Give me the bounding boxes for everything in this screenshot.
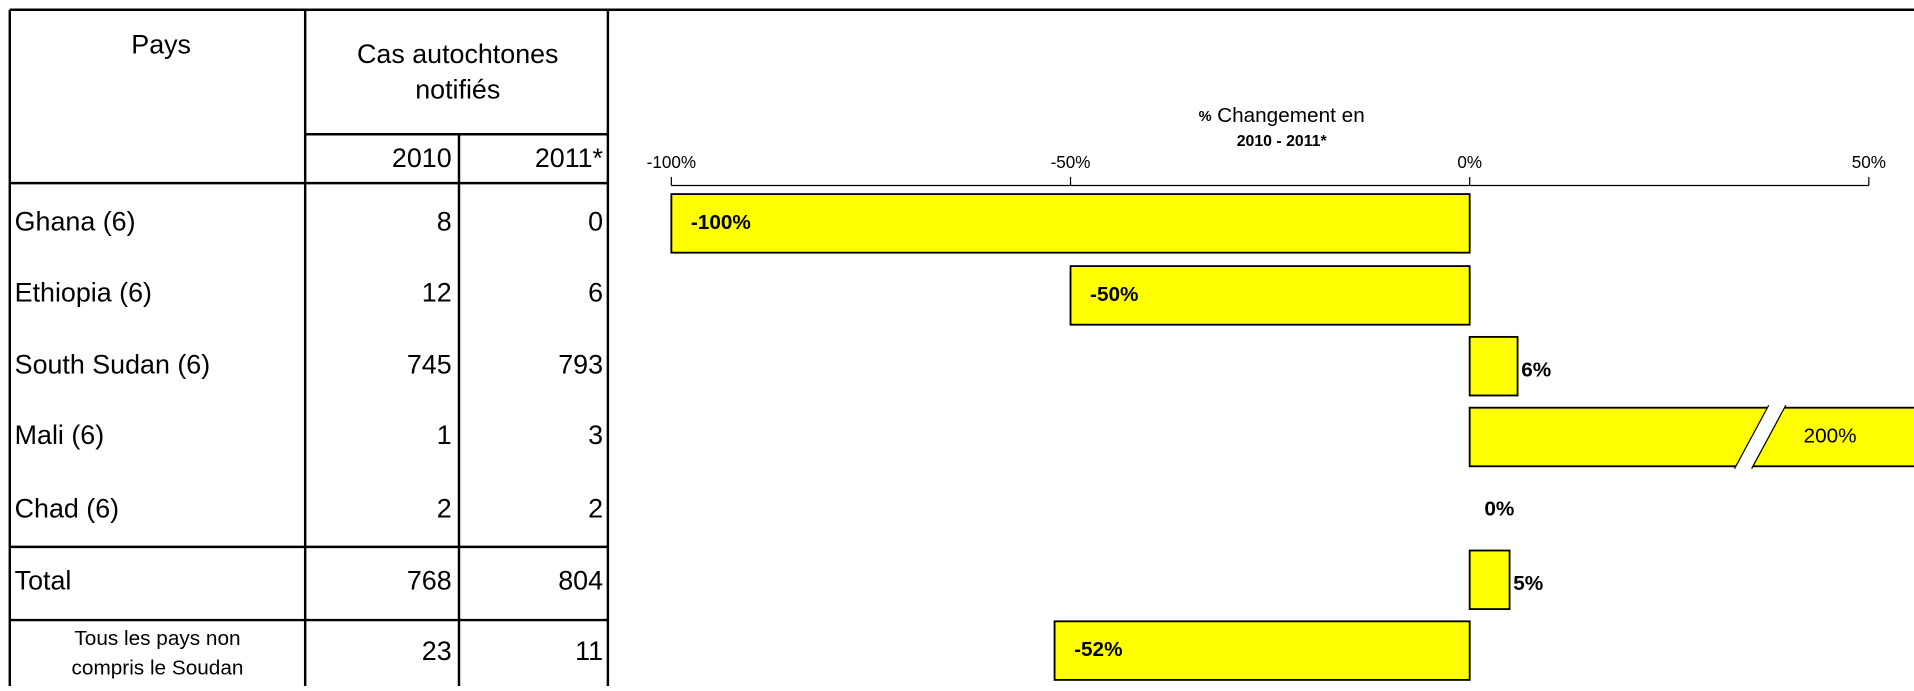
x-tick-label: 0% [1457,153,1482,172]
cell: 8 [437,206,452,236]
header: 2011* [535,143,604,173]
cell: 768 [407,565,452,595]
axis-break [1751,404,1787,470]
row-label: South Sudan (6) [15,349,211,379]
cell: 745 [407,349,452,379]
data-label: 5% [1513,572,1543,595]
data-label: 200% [1804,424,1857,447]
cell: 23 [422,636,452,666]
data-label: 6% [1521,359,1551,382]
chart-subtitle: 2010 - 2011* [1237,133,1328,150]
title-prefix: % [1199,109,1212,125]
x-tick-label: -50% [1051,153,1091,172]
row-label: Total [15,565,72,595]
data-label: 0% [1484,498,1514,521]
axis-break [1734,405,1786,469]
row-label: Chad (6) [15,493,119,523]
bar [1053,620,1471,681]
bar [1069,265,1471,326]
cell: 2 [588,493,603,523]
data-label: -52% [1074,638,1122,661]
cell: 12 [422,277,452,307]
axis-break [1734,404,1770,470]
cell: 11 [575,636,603,666]
table-frame [8,8,1914,686]
header: Cas autochtones [357,39,558,69]
data-label: -50% [1090,283,1138,306]
cell: 804 [558,565,603,595]
header: notifiés [415,75,500,105]
cell: 2 [437,493,452,523]
footer-label: compris le Soudan [72,656,244,679]
cell: 1 [437,420,452,450]
cell: 3 [588,420,603,450]
row-label: Ghana (6) [15,206,136,236]
x-tick-label: 50% [1852,153,1886,172]
title: Changement en [1217,105,1365,128]
footer-label: Tous les pays non [74,627,240,650]
row-label: Ethiopia (6) [15,277,152,307]
row-label: Mali (6) [15,420,104,450]
header: 2010 [392,143,452,173]
cell: 793 [558,349,603,379]
cell: 0 [588,206,603,236]
bar [670,193,1471,254]
bar [1468,406,1914,468]
cell: 6 [588,277,603,307]
bar [1468,335,1519,397]
bar [1468,549,1511,611]
x-tick-label: -100% [647,153,696,172]
bars [670,193,1914,681]
chart-title: % Changement en [1199,105,1365,128]
data-label: -100% [691,211,751,234]
header: Pays [131,29,191,59]
